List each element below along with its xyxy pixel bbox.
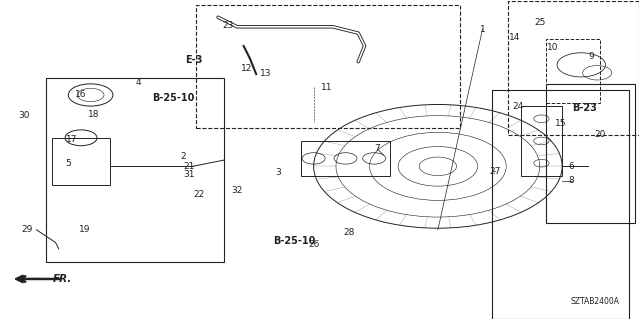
Text: 23: 23 xyxy=(222,21,234,30)
Bar xyxy=(196,4,460,128)
Text: 3: 3 xyxy=(276,168,282,177)
Bar xyxy=(46,77,225,261)
Text: 27: 27 xyxy=(490,167,501,176)
Text: 31: 31 xyxy=(184,170,195,179)
Text: 2: 2 xyxy=(180,152,186,161)
Text: 13: 13 xyxy=(260,69,271,78)
Text: B-25-10: B-25-10 xyxy=(273,236,316,246)
Text: 20: 20 xyxy=(595,130,606,139)
Text: 1: 1 xyxy=(479,25,485,34)
Text: 4: 4 xyxy=(136,78,141,87)
Text: 21: 21 xyxy=(184,162,195,171)
Text: 22: 22 xyxy=(193,190,205,199)
Text: 17: 17 xyxy=(66,135,77,144)
Text: E-3: E-3 xyxy=(185,55,202,65)
Text: SZTAB2400A: SZTAB2400A xyxy=(570,297,620,306)
Bar xyxy=(301,141,390,176)
Text: 28: 28 xyxy=(343,228,355,237)
Text: 19: 19 xyxy=(79,225,90,234)
Text: 12: 12 xyxy=(241,63,252,73)
Text: 7: 7 xyxy=(374,144,380,153)
Text: 24: 24 xyxy=(512,101,523,111)
Text: B-23: B-23 xyxy=(572,103,596,113)
Text: 8: 8 xyxy=(569,176,575,185)
Text: 26: 26 xyxy=(308,240,319,249)
Text: 14: 14 xyxy=(509,33,520,42)
Text: 10: 10 xyxy=(547,43,558,52)
Bar xyxy=(546,39,600,103)
Text: 15: 15 xyxy=(555,119,566,128)
Text: 18: 18 xyxy=(88,109,100,118)
Text: 16: 16 xyxy=(76,91,87,100)
Text: 30: 30 xyxy=(18,111,29,120)
Bar xyxy=(508,1,639,135)
Text: B-25-10: B-25-10 xyxy=(152,93,195,103)
Text: 11: 11 xyxy=(321,83,332,92)
Text: 6: 6 xyxy=(569,162,575,171)
Bar xyxy=(521,106,562,176)
Text: 9: 9 xyxy=(588,52,594,61)
Bar xyxy=(546,84,636,223)
Text: 29: 29 xyxy=(21,225,33,234)
Bar xyxy=(492,90,629,319)
Text: 5: 5 xyxy=(65,159,71,168)
Text: 25: 25 xyxy=(534,18,545,27)
Text: 32: 32 xyxy=(232,186,243,195)
Bar xyxy=(52,138,109,185)
Text: FR.: FR. xyxy=(52,274,72,284)
